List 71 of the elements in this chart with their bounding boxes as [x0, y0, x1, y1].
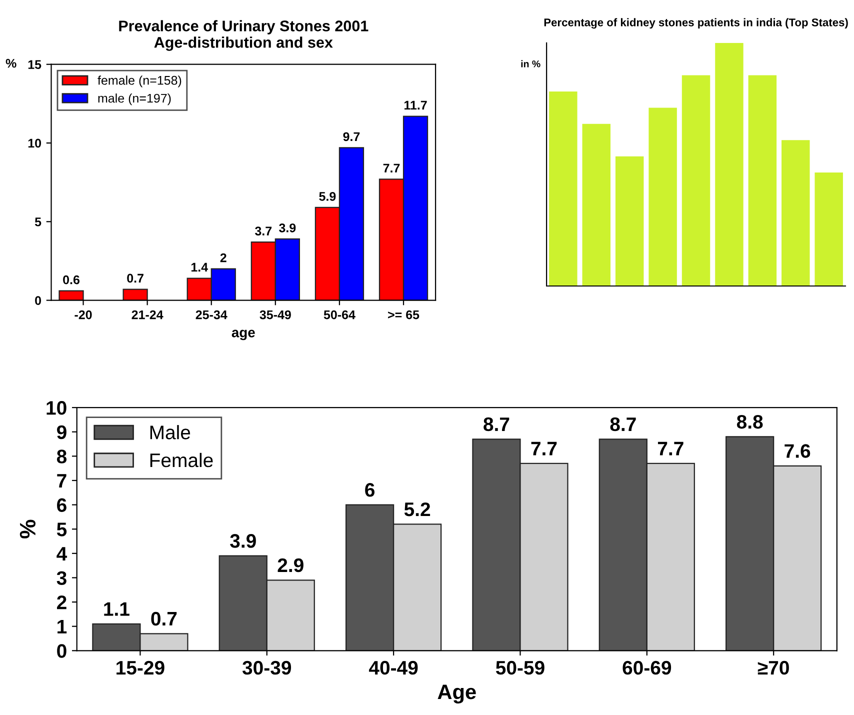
data-label: 3.9 [230, 534, 256, 548]
y-axis-title: % [6, 58, 16, 68]
y-tick-label: 2 [57, 596, 66, 610]
x-tick-label: 50-59 [496, 660, 544, 675]
bar [782, 140, 810, 286]
legend-label: Female [150, 452, 213, 468]
data-label: 8.7 [484, 417, 510, 432]
legend-label: male (n=197) [98, 94, 171, 106]
y-tick-label: 8 [56, 450, 67, 464]
y-tick-label: 1 [58, 620, 67, 634]
data-label: 0.6 [63, 275, 80, 284]
legend-label: Male [150, 425, 190, 440]
data-label: 5.9 [319, 192, 336, 201]
x-tick-label: 35-49 [260, 310, 291, 320]
legend-label: female (n=158) [98, 76, 182, 88]
data-label: 11.7 [404, 100, 427, 110]
x-tick-label: 25-34 [196, 310, 228, 320]
data-label: 6 [365, 483, 375, 497]
data-label: 7.7 [531, 442, 557, 456]
bar [549, 92, 578, 286]
data-label: 7.7 [383, 164, 400, 172]
data-label: 2 [220, 253, 226, 262]
bar [648, 108, 677, 286]
data-label: 3.7 [255, 226, 272, 236]
y-tick-label: 15 [28, 60, 42, 69]
bar [582, 124, 610, 286]
data-label: 3.9 [279, 223, 296, 232]
y-tick-label: 0 [35, 296, 42, 305]
bar [814, 172, 843, 286]
x-axis-title: Age [438, 684, 476, 704]
bar [682, 75, 710, 286]
data-label: 0.7 [127, 274, 144, 283]
data-label: 7.6 [784, 444, 810, 458]
y-tick-label: 3 [56, 571, 66, 585]
x-tick-label: 30-39 [242, 660, 292, 675]
y-axis-title: % [20, 520, 36, 538]
x-tick-label: ≥70 [758, 660, 789, 675]
x-axis-title: age [232, 330, 255, 340]
y-tick-label: 5 [56, 522, 67, 536]
data-label: 1.1 [104, 602, 130, 616]
bar [58, 290, 84, 300]
data-label: 8.8 [736, 414, 763, 429]
x-tick-label: 40-49 [368, 660, 418, 675]
y-tick-label: 5 [34, 218, 42, 226]
data-label: 7.7 [658, 442, 684, 456]
x-tick-label: -20 [74, 310, 92, 320]
y-tick-label: 10 [46, 401, 66, 415]
data-label: 5.2 [404, 502, 430, 516]
bar [748, 75, 777, 286]
y-tick-label: 0 [57, 644, 66, 658]
y-tick-label: 6 [57, 498, 66, 512]
y-tick-label: 4 [56, 547, 68, 560]
y-tick-label: 10 [28, 138, 42, 148]
bar [715, 42, 744, 286]
chart-title: Percentage of kidney stones patients in india (Top States) [544, 18, 848, 29]
data-label: 8.7 [610, 417, 636, 432]
x-tick-label: 50-64 [324, 310, 356, 320]
data-label: 2.9 [278, 558, 304, 572]
data-label: 1.4 [191, 262, 208, 272]
x-tick-label: 21-24 [132, 310, 164, 320]
y-tick-label: 9 [57, 425, 66, 440]
x-tick-label: 60-69 [622, 660, 672, 675]
data-label: 0.7 [151, 612, 177, 626]
bar [615, 156, 644, 286]
x-tick-label: 15-29 [116, 660, 164, 675]
y-tick-label: 7 [57, 474, 66, 488]
x-tick-label: >= 65 [388, 310, 420, 320]
y-axis-title: in % [521, 60, 540, 68]
chart-title: Prevalence of Urinary Stones 2001 Age-distribution and sex [119, 20, 368, 51]
bar [122, 288, 148, 300]
data-label: 9.7 [343, 132, 360, 142]
